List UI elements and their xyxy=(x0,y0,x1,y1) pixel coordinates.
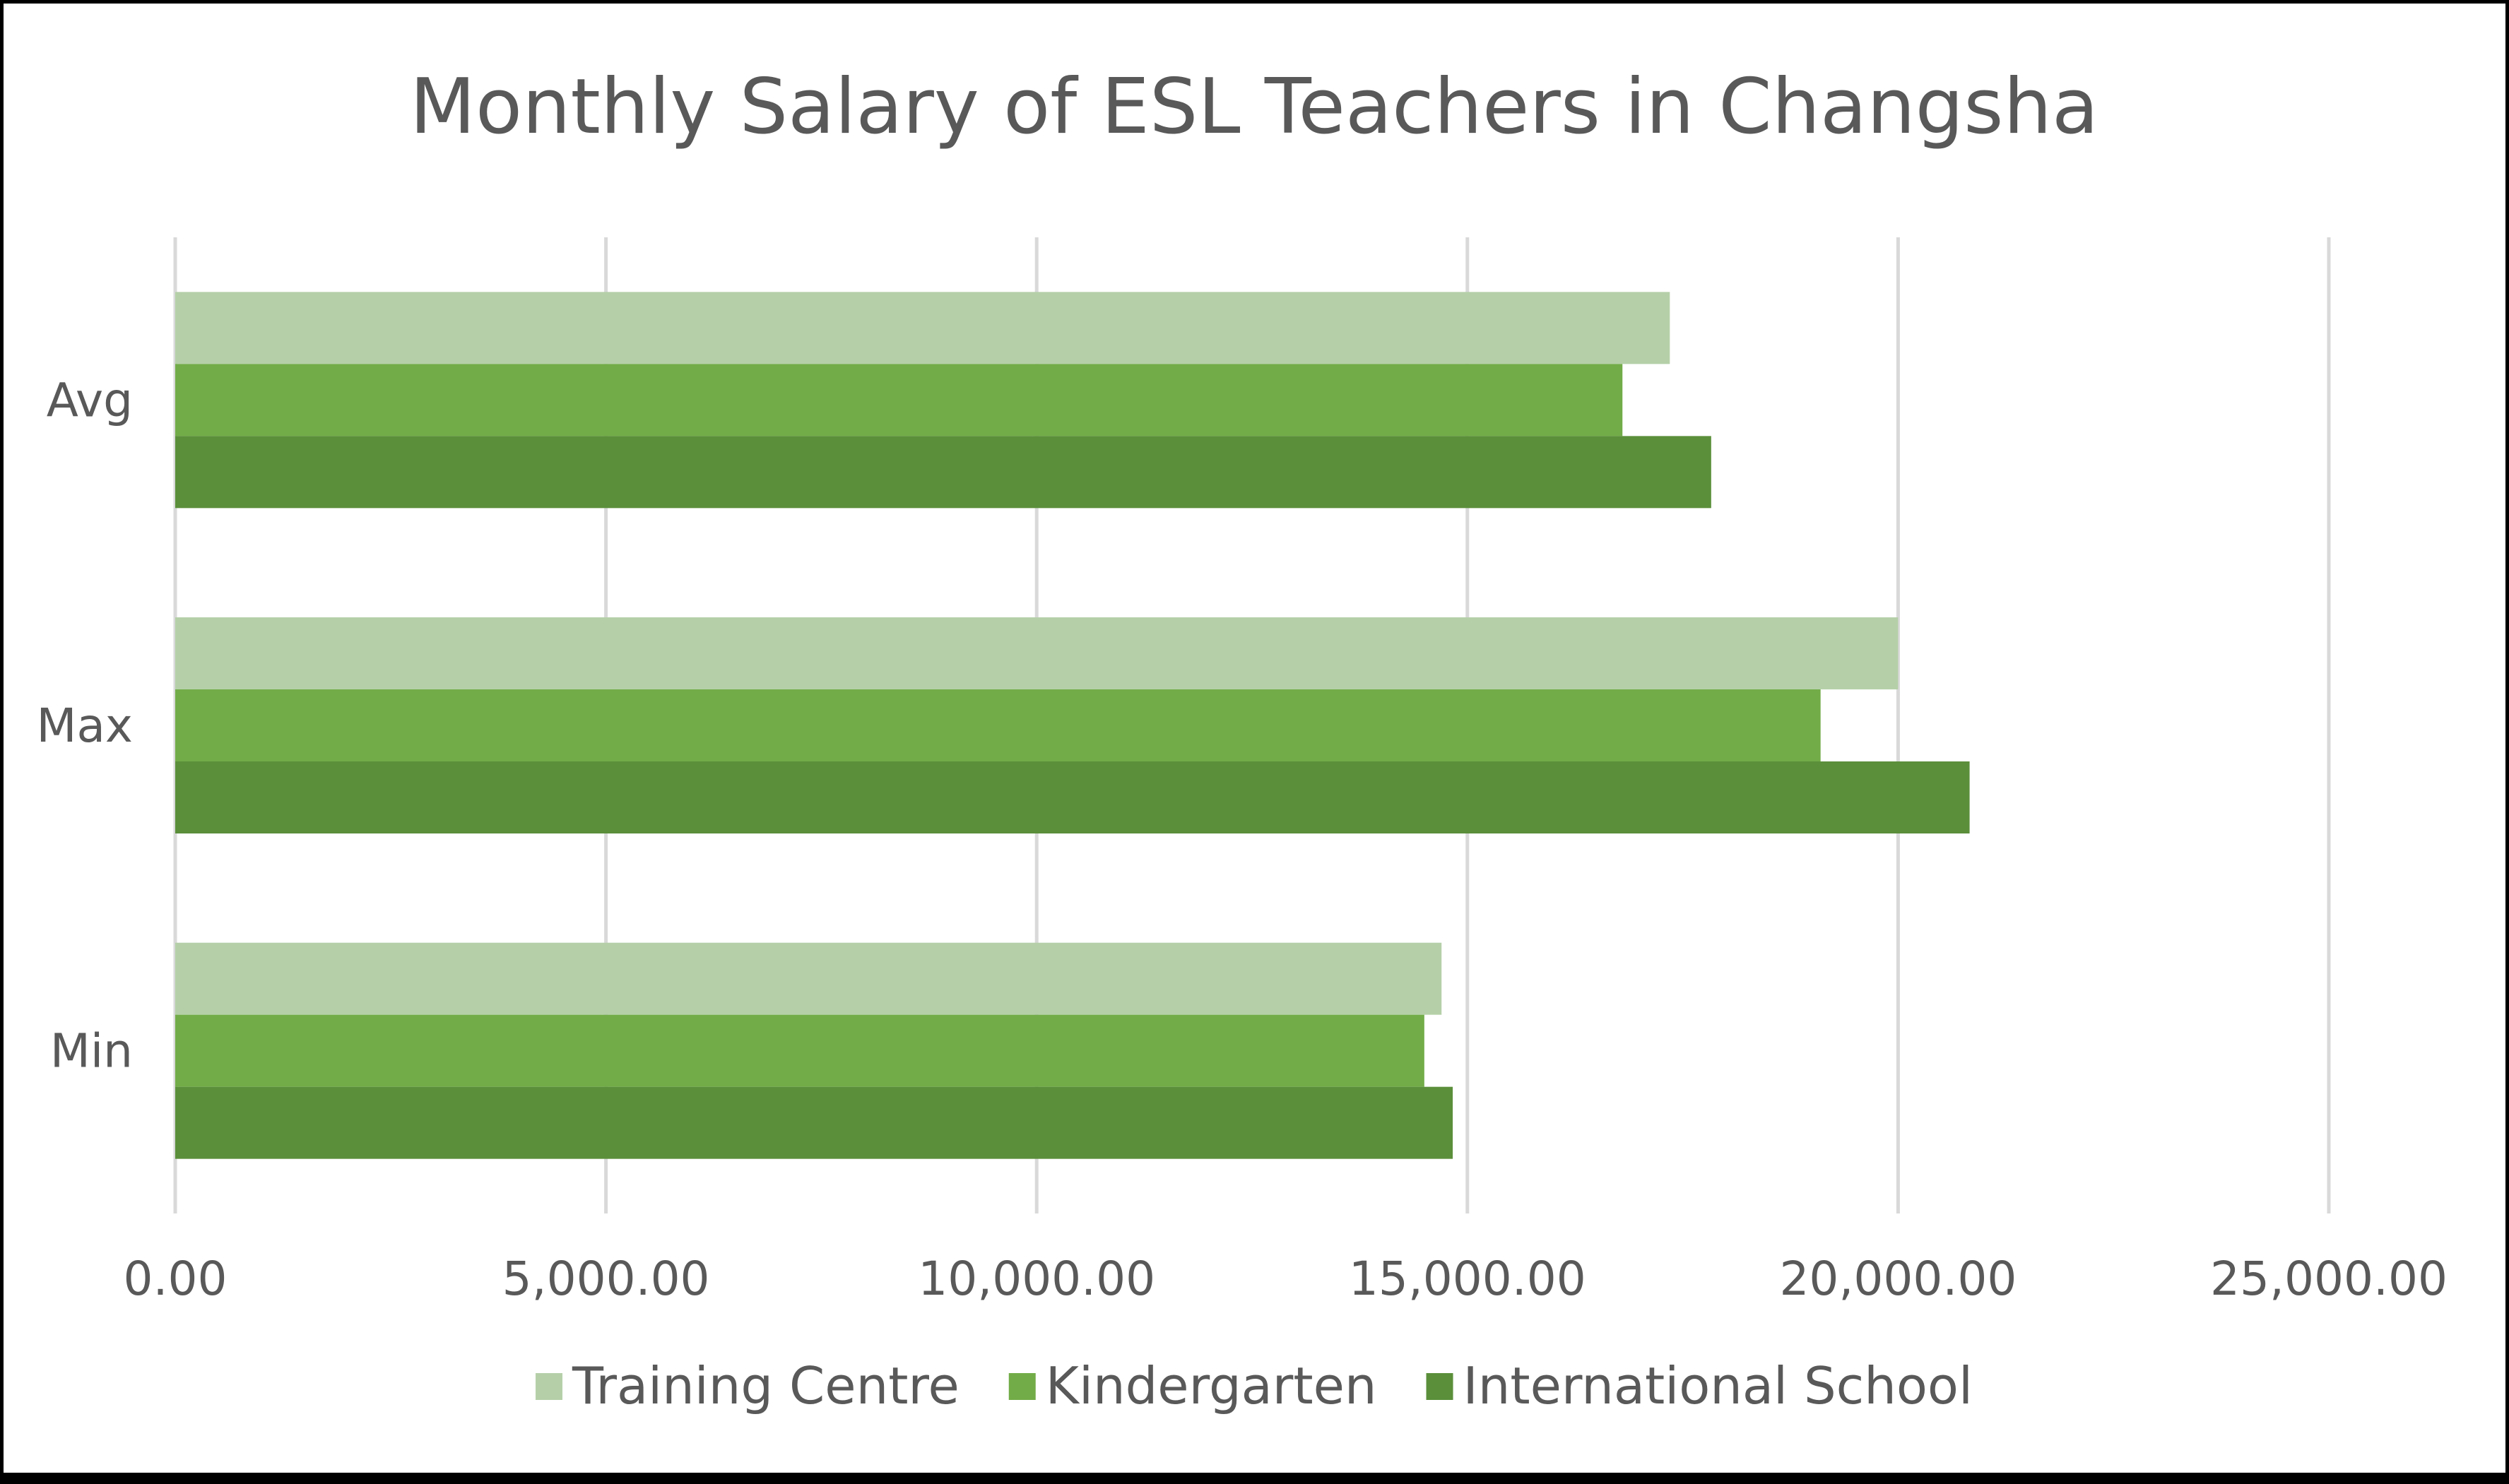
x-tick-label-0: 0.00 xyxy=(124,1252,228,1306)
x-tick-label-4: 20,000.00 xyxy=(1779,1252,2017,1306)
x-tick-label-1: 5,000.00 xyxy=(502,1252,710,1306)
legend: Training Centre Kindergarten International… xyxy=(536,1356,1973,1415)
bar-avg-international-school xyxy=(175,436,1711,509)
bars xyxy=(175,292,1970,1159)
legend-label-training-centre: Training Centre xyxy=(572,1356,960,1415)
legend-label-international-school: International School xyxy=(1463,1356,1973,1415)
legend-swatch-training-centre xyxy=(536,1373,563,1400)
x-tick-label-3: 15,000.00 xyxy=(1349,1252,1586,1306)
y-tick-label-min: Min xyxy=(50,1024,133,1079)
bar-max-international-school xyxy=(175,761,1970,833)
y-tick-label-avg: Avg xyxy=(47,373,133,427)
x-tick-label-5: 25,000.00 xyxy=(2210,1252,2448,1306)
bar-max-kindergarten xyxy=(175,689,1821,761)
legend-swatch-international-school xyxy=(1426,1373,1453,1400)
y-axis-labels: Min Max Avg xyxy=(37,373,133,1078)
bar-avg-kindergarten xyxy=(175,364,1623,437)
bar-min-international-school xyxy=(175,1086,1453,1159)
bar-min-training-centre xyxy=(175,942,1442,1015)
chart-title: Monthly Salary of ESL Teachers in Changs… xyxy=(410,63,2098,151)
y-tick-label-max: Max xyxy=(37,699,133,753)
bar-min-kindergarten xyxy=(175,1014,1424,1087)
legend-swatch-kindergarten xyxy=(1008,1373,1036,1400)
legend-label-kindergarten: Kindergarten xyxy=(1046,1356,1377,1415)
x-axis-labels: 0.00 5,000.00 10,000.00 15,000.00 20,000.00 2… xyxy=(124,1252,2448,1306)
bar-avg-training-centre xyxy=(175,292,1670,364)
bar-max-training-centre xyxy=(175,617,1899,689)
x-tick-label-2: 10,000.00 xyxy=(918,1252,1155,1306)
